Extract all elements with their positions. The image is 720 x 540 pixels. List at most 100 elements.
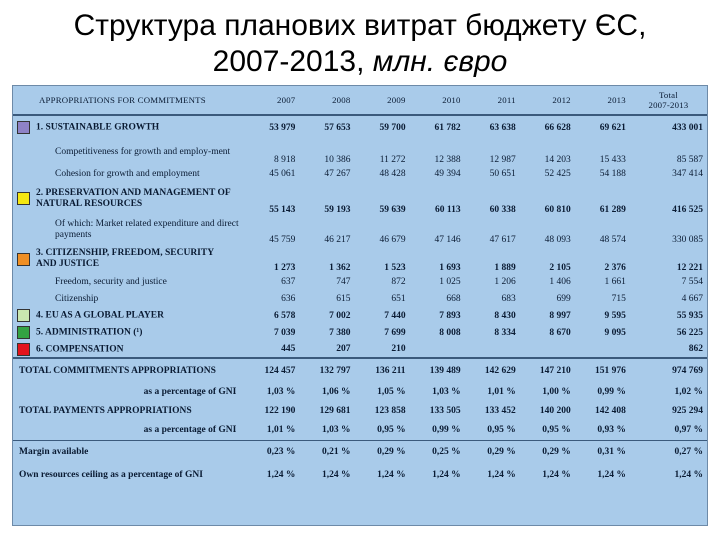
cell-value: 61 289 <box>599 205 626 215</box>
table-row: as a percentage of GNI 1,03 % 1,06 % 1,05 %… <box>13 382 707 401</box>
cell-value: 347 414 <box>672 168 703 179</box>
cell-value: 56 225 <box>676 327 703 338</box>
cell-value: 47 146 <box>434 235 461 245</box>
row-label-text: 3. CITIZENSHIP, FREEDOM, SECURITY AND JU… <box>36 248 214 269</box>
cell-value: 416 525 <box>672 205 703 215</box>
cell-value: 45 061 <box>269 168 296 179</box>
cell-value: 445 <box>281 344 296 354</box>
cell-value: 8 334 <box>494 327 516 338</box>
table-row: 5. ADMINISTRATION (¹) 7 039 7 380 7 699 8 00… <box>13 324 707 341</box>
cell-value: 668 <box>446 293 461 304</box>
cell-value: 1,03 % <box>432 386 461 397</box>
cell-value: 747 <box>336 276 351 287</box>
table-row: 4. EU AS A GLOBAL PLAYER 6 578 7 002 7 440 7… <box>13 307 707 324</box>
category-color-swatch <box>17 192 30 205</box>
table-row: Citizenship 636 615 651 668 683 699 715 4 667 <box>13 290 707 307</box>
cell-value: 50 651 <box>489 168 516 179</box>
cell-value: 8 670 <box>549 327 571 338</box>
table-row: 6. COMPENSATION 445 207 210 862 <box>13 341 707 358</box>
cell-value: 7 893 <box>439 310 461 321</box>
cell-value: 433 001 <box>672 122 703 133</box>
cell-value: 636 <box>281 293 296 304</box>
cell-value: 8 430 <box>494 310 516 321</box>
cell-value: 12 388 <box>434 155 461 165</box>
cell-value: 0,29 % <box>354 439 410 464</box>
header-2007: 2007 <box>244 86 300 116</box>
cell-value: 10 386 <box>324 155 351 165</box>
cell-value: 12 221 <box>676 263 703 273</box>
cell-value: 615 <box>336 293 351 304</box>
cell-value: 1,24 % <box>266 470 296 480</box>
cell-value: 9 095 <box>604 327 626 338</box>
cell-value: 1 273 <box>274 263 296 273</box>
cell-value: 1,24 % <box>597 470 626 480</box>
row-label-text: TOTAL PAYMENTS APPROPRIATIONS <box>19 406 192 416</box>
table-row: Of which: Market related expenditure and… <box>13 215 707 245</box>
table-row: 1. SUSTAINABLE GROWTH 53 979 57 653 59 700 6… <box>13 115 707 139</box>
cell-value: 12 987 <box>489 155 516 165</box>
cell-value: 55 143 <box>269 205 296 215</box>
cell-value: 1 889 <box>494 263 516 273</box>
header-2013: 2013 <box>574 86 630 116</box>
row-label-text: as a percentage of GNI <box>143 386 237 397</box>
cell-value: 60 810 <box>544 205 571 215</box>
cell-value: 0,95 % <box>487 425 516 436</box>
cell-value: 0,95 % <box>542 425 571 436</box>
cell-value: 45 759 <box>269 235 296 245</box>
cell-value: 46 217 <box>324 235 351 245</box>
title-line-2: 2007-2013, млн. євро <box>0 44 720 80</box>
cell-value: 47 617 <box>489 235 516 245</box>
row-label: Of which: Market related expenditure and… <box>13 215 244 245</box>
cell-value: 52 425 <box>544 168 571 179</box>
category-color-swatch <box>17 342 30 356</box>
cell-value: 9 595 <box>604 310 626 321</box>
cell-value: 2 105 <box>549 263 571 273</box>
table-row: Cohesion for growth and employment 45 061… <box>13 165 707 182</box>
row-label: 3. CITIZENSHIP, FREEDOM, SECURITY AND JU… <box>13 245 244 273</box>
row-label: as a percentage of GNI <box>13 382 244 401</box>
header-total-label: Total <box>658 90 678 100</box>
cell-value: 124 457 <box>244 357 300 382</box>
cell-value: 1,24 % <box>321 470 351 480</box>
cell-value: 53 979 <box>269 122 296 133</box>
table-row: 2. PRESERVATION AND MANAGEMENT OF NATURA… <box>13 182 707 215</box>
cell-value: 1,00 % <box>542 386 571 397</box>
row-label: 1. SUSTAINABLE GROWTH <box>13 115 244 139</box>
header-row: APPROPRIATIONS FOR COMMITMENTS 2007 2008… <box>13 86 707 116</box>
header-total: Total 2007-2013 <box>629 86 707 116</box>
cell-value: 1,02 % <box>674 386 704 397</box>
cell-value: 49 394 <box>434 168 461 179</box>
category-color-swatch <box>17 326 30 339</box>
category-color-swatch <box>17 252 30 266</box>
cell-value: 123 858 <box>374 406 406 416</box>
header-2008: 2008 <box>299 86 355 116</box>
table-row: Own resources ceiling as a percentage of… <box>13 464 707 486</box>
cell-value <box>410 341 465 358</box>
row-label: Cohesion for growth and employment <box>13 165 244 182</box>
cell-value: 60 113 <box>435 205 461 215</box>
cell-value: 47 267 <box>324 168 351 179</box>
cell-value: 1 206 <box>494 276 516 287</box>
row-label: TOTAL PAYMENTS APPROPRIATIONS <box>13 401 244 421</box>
cell-value: 715 <box>611 293 626 304</box>
cell-value: 8 008 <box>439 327 461 338</box>
cell-value: 8 997 <box>549 310 571 321</box>
category-color-swatch <box>17 309 30 322</box>
cell-value: 1 362 <box>329 263 351 273</box>
slide-title: Структура планових витрат бюджету ЄС, 20… <box>0 8 720 80</box>
cell-value: 55 935 <box>676 310 703 321</box>
cell-value: 0,95 % <box>377 425 406 436</box>
cell-value: 85 587 <box>676 155 703 165</box>
cell-value: 1,24 % <box>674 470 704 480</box>
row-label-text: as a percentage of GNI <box>143 425 237 436</box>
cell-value: 1,01 % <box>487 386 516 397</box>
cell-value: 0,29 % <box>519 439 575 464</box>
cell-value: 872 <box>391 276 406 287</box>
cell-value: 0,31 % <box>574 439 630 464</box>
cell-value: 651 <box>391 293 406 304</box>
cell-value: 0,29 % <box>464 439 520 464</box>
cell-value: 132 797 <box>299 357 355 382</box>
cell-value: 7 039 <box>274 327 296 338</box>
row-label-text: Citizenship <box>55 293 99 304</box>
cell-value: 1 661 <box>604 276 626 287</box>
